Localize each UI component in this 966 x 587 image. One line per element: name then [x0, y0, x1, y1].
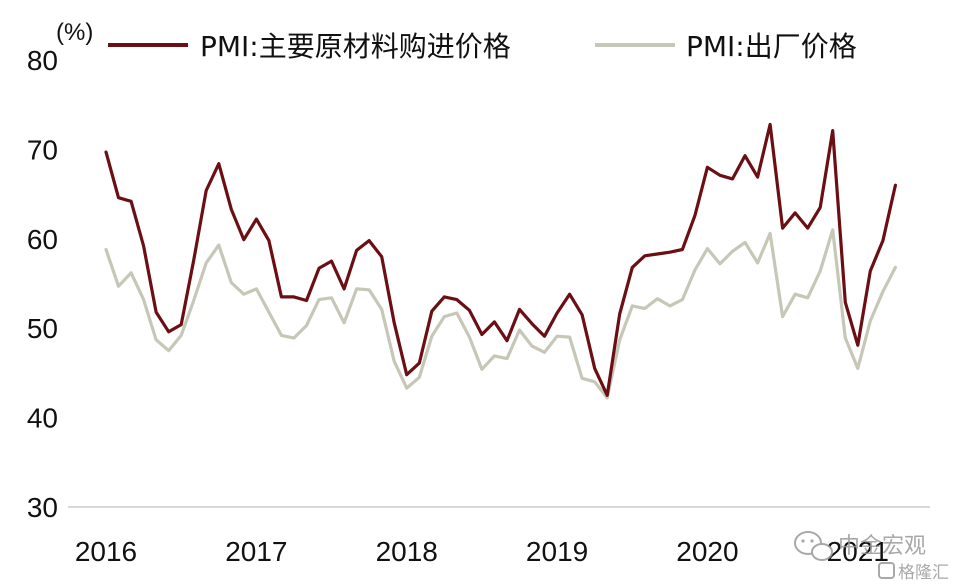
x-tick-label: 2019 — [526, 536, 588, 567]
series-layer — [104, 122, 898, 400]
y-tick-label: 30 — [27, 492, 58, 523]
watermark: 中金宏观 格隆汇 — [794, 531, 949, 583]
x-axis: 2016 2017 2018 2019 2020 2021 — [68, 506, 930, 567]
y-tick-label: 40 — [27, 403, 58, 434]
legend-label: PMI:出厂价格 — [686, 30, 857, 63]
y-tick-label: 60 — [27, 224, 58, 255]
y-axis: 30 40 50 60 70 80 — [27, 45, 58, 523]
watermark-site: 格隆汇 — [898, 563, 949, 583]
watermark-brand: 中金宏观 — [838, 534, 926, 559]
x-tick-label: 2016 — [75, 536, 137, 567]
series-line-2 — [104, 228, 898, 400]
legend-item-series-1: PMI:主要原材料购进价格 — [108, 30, 511, 63]
gelonghui-logo-icon — [878, 562, 895, 579]
y-tick-label: 70 — [27, 134, 58, 165]
y-tick-label: 80 — [27, 45, 58, 76]
series-line-1 — [104, 122, 898, 397]
y-tick-label: 50 — [27, 313, 58, 344]
x-tick-label: 2020 — [676, 536, 738, 567]
legend-label: PMI:主要原材料购进价格 — [200, 30, 511, 63]
x-tick-label: 2017 — [225, 536, 287, 567]
y-unit-label: (%) — [56, 19, 93, 46]
x-tick-label: 2018 — [376, 536, 438, 567]
x-tick-label: 2021 — [827, 536, 889, 567]
legend: PMI:主要原材料购进价格 PMI:出厂价格 — [108, 30, 857, 63]
wechat-icon — [794, 531, 833, 561]
legend-item-series-2: PMI:出厂价格 — [595, 30, 857, 63]
